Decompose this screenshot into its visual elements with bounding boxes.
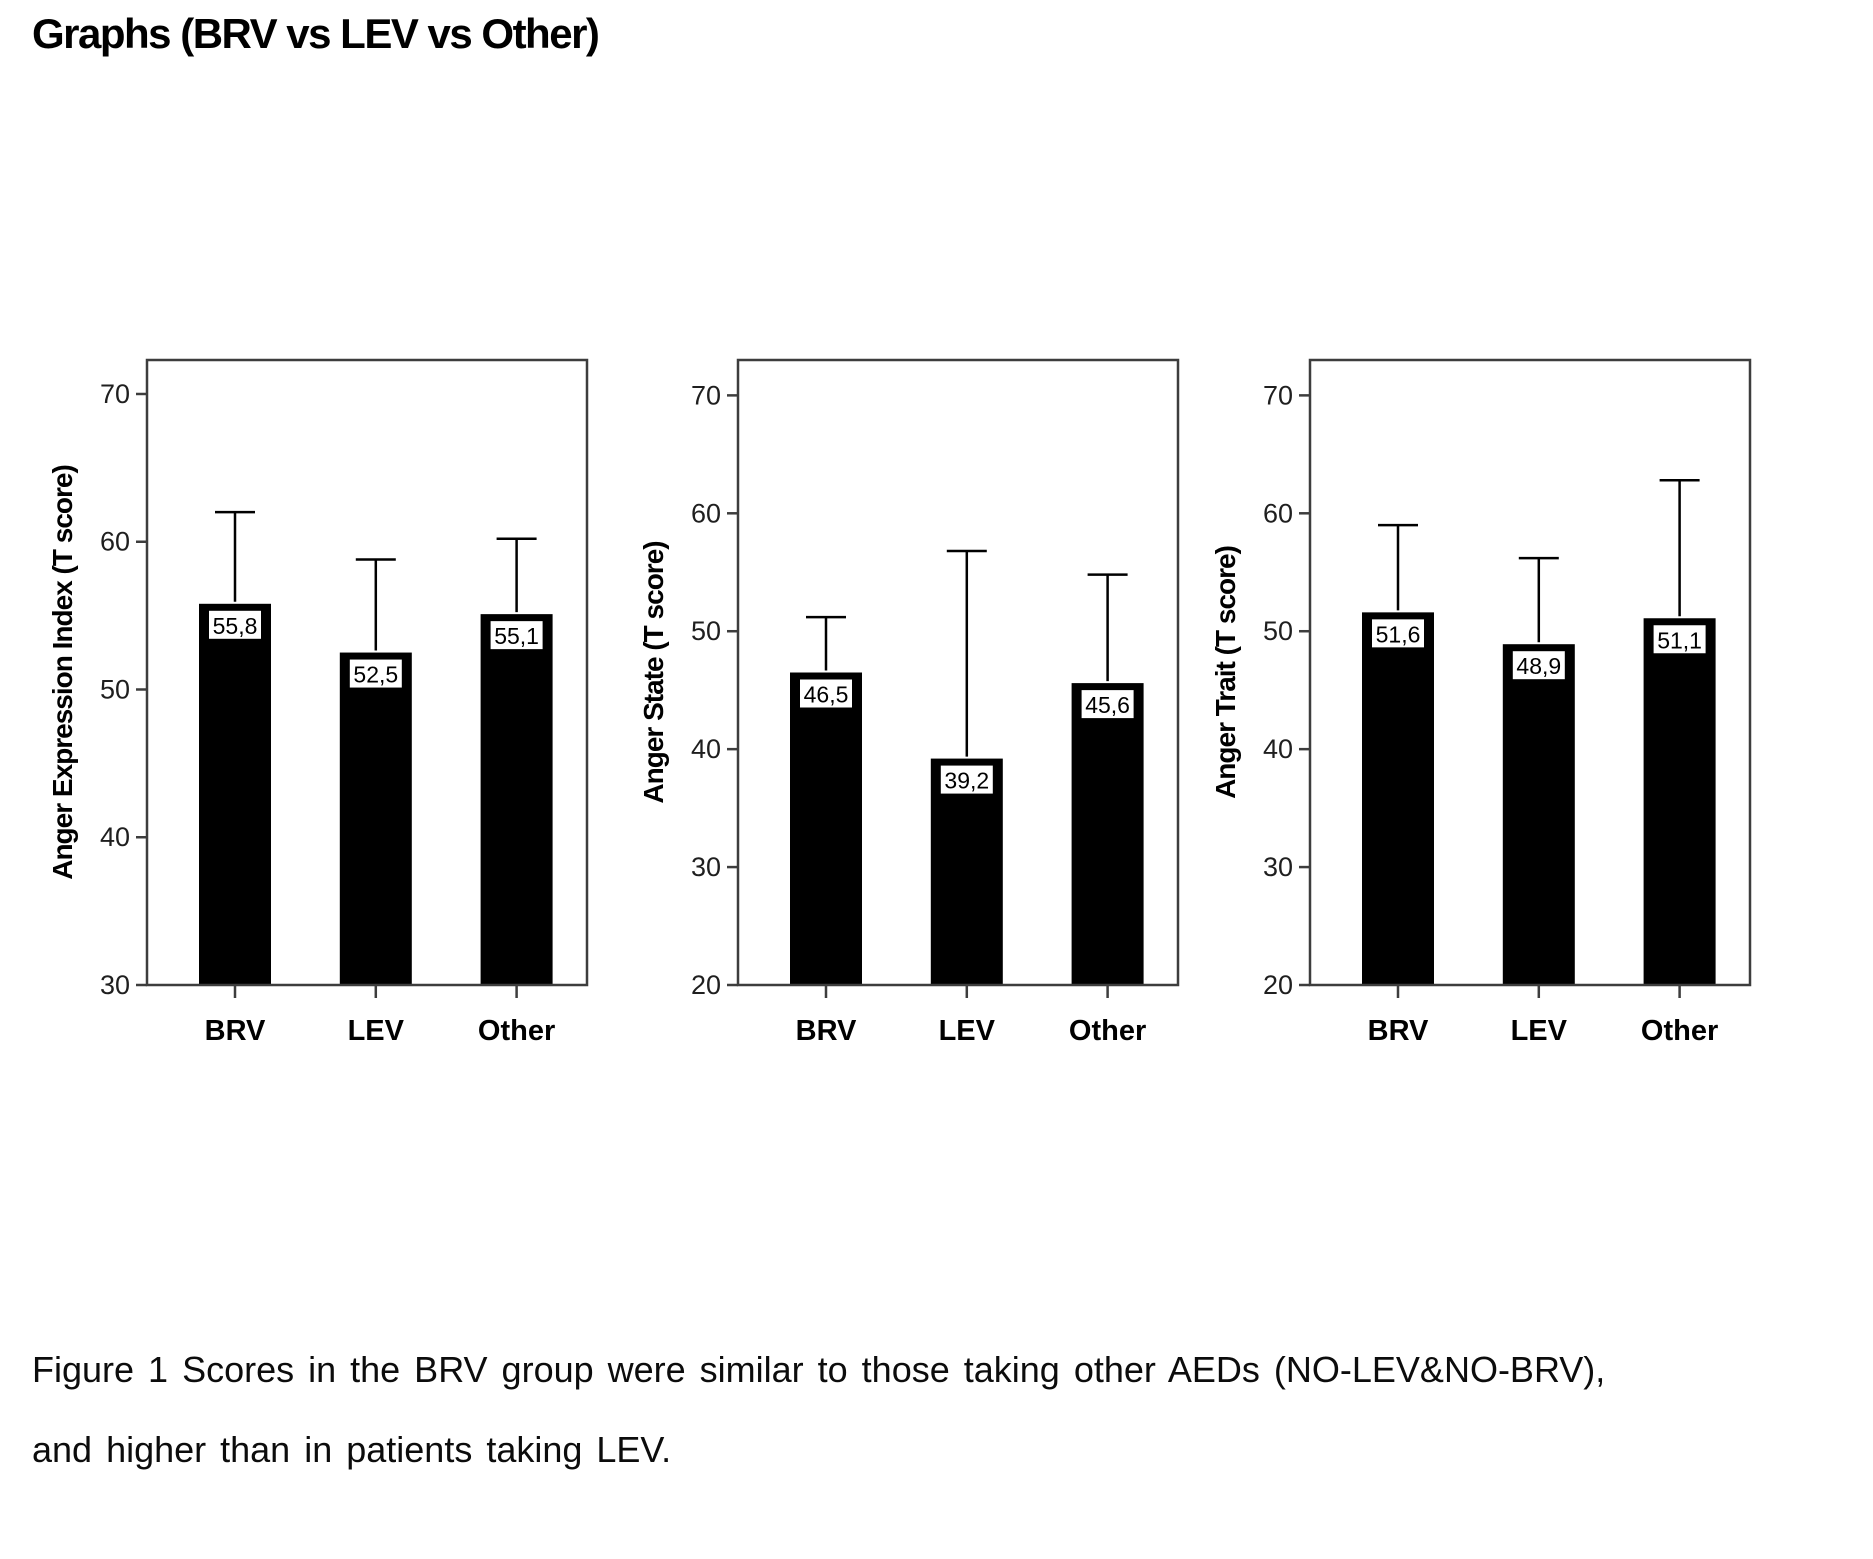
bar-other: [1643, 618, 1716, 985]
y-axis-tick-label: 60: [1263, 498, 1293, 528]
bar-other: [480, 614, 553, 985]
y-axis-tick-label: 60: [100, 527, 130, 557]
value-label-box: [347, 657, 404, 690]
y-axis-tick-label: 70: [691, 380, 721, 410]
value-label-box: [1370, 617, 1426, 650]
value-label: 45,6: [1085, 692, 1130, 718]
value-label: 39,2: [944, 768, 989, 794]
figure-caption: Figure 1 Scores in the BRV group were si…: [32, 1352, 1832, 1468]
value-label: 51,1: [1657, 627, 1702, 653]
value-label: 52,5: [353, 662, 398, 688]
value-label-box: [798, 677, 854, 710]
value-label-box: [938, 763, 995, 796]
category-label: Other: [1069, 1015, 1146, 1047]
bar-brv: [1362, 612, 1434, 985]
y-axis-tick-label: 50: [691, 616, 721, 646]
bar-brv: [790, 672, 862, 985]
category-label: Other: [1641, 1015, 1718, 1047]
bar-chart-svg: 20 30 40 50 60 70 46,5 BRV 39,2 LEV 45,6 Other Anger…: [638, 358, 1180, 1047]
value-label-box: [207, 608, 263, 641]
figure-caption-line-2: and higher than in patients taking LEV.: [32, 1429, 672, 1470]
bar-lev: [339, 652, 412, 985]
y-axis-title: Anger Expression Index (T score): [47, 465, 78, 880]
anger-trait-chart: 20 30 40 50 60 70 51,6 BRV 48,9 LEV 51,1 Other Anger…: [1190, 340, 1810, 1055]
anger-state-chart: 20 30 40 50 60 70 46,5 BRV 39,2 LEV 45,6 Other Anger…: [618, 340, 1238, 1055]
y-axis-tick-label: 50: [1263, 616, 1293, 646]
bar-other: [1071, 683, 1144, 985]
value-label-box: [1651, 623, 1708, 656]
y-axis-tick-label: 20: [1263, 970, 1293, 1000]
bar-chart-svg: 20 30 40 50 60 70 51,6 BRV 48,9 LEV 51,1 Other Anger…: [1210, 358, 1752, 1047]
value-label-box: [488, 619, 545, 652]
category-label: LEV: [348, 1015, 405, 1047]
value-label: 48,9: [1516, 653, 1561, 679]
value-label-box: [1079, 688, 1136, 721]
y-axis-tick-label: 30: [100, 970, 130, 1000]
category-label: BRV: [205, 1015, 266, 1047]
y-axis-tick-label: 40: [1263, 734, 1293, 764]
plot-frame: [145, 358, 589, 987]
value-label-box: [1510, 649, 1567, 682]
y-axis-title: Anger State (T score): [638, 541, 669, 803]
page-title: Graphs (BRV vs LEV vs Other): [32, 10, 600, 57]
anger-expression-index-chart: 30 40 50 60 70 55,8 BRV 52,5 LEV 55,1 Other Anger E…: [27, 340, 647, 1055]
category-label: LEV: [1511, 1015, 1568, 1047]
category-label: Other: [478, 1015, 555, 1047]
y-axis-title: Anger Trait (T score): [1210, 546, 1241, 799]
bar-lev: [1502, 644, 1575, 985]
value-label: 55,1: [494, 623, 539, 649]
y-axis-tick-label: 70: [1263, 380, 1293, 410]
category-label: BRV: [1368, 1015, 1429, 1047]
bar-brv: [199, 603, 271, 985]
plot-frame: [1308, 358, 1752, 987]
y-axis-tick-label: 60: [691, 498, 721, 528]
y-axis-tick-label: 40: [100, 822, 130, 852]
category-label: LEV: [939, 1015, 996, 1047]
value-label: 55,8: [213, 613, 258, 639]
bar-chart-svg: 30 40 50 60 70 55,8 BRV 52,5 LEV 55,1 Other Anger E…: [47, 358, 589, 1047]
value-label: 51,6: [1376, 621, 1421, 647]
y-axis-tick-label: 50: [100, 674, 130, 704]
plot-frame: [736, 358, 1180, 987]
y-axis-tick-label: 30: [691, 852, 721, 882]
value-label: 46,5: [804, 682, 849, 708]
figure-caption-line-1: Figure 1 Scores in the BRV group were si…: [32, 1349, 1606, 1390]
y-axis-tick-label: 40: [691, 734, 721, 764]
y-axis-tick-label: 20: [691, 970, 721, 1000]
bar-lev: [930, 758, 1003, 985]
y-axis-tick-label: 30: [1263, 852, 1293, 882]
y-axis-tick-label: 70: [100, 379, 130, 409]
category-label: BRV: [796, 1015, 857, 1047]
